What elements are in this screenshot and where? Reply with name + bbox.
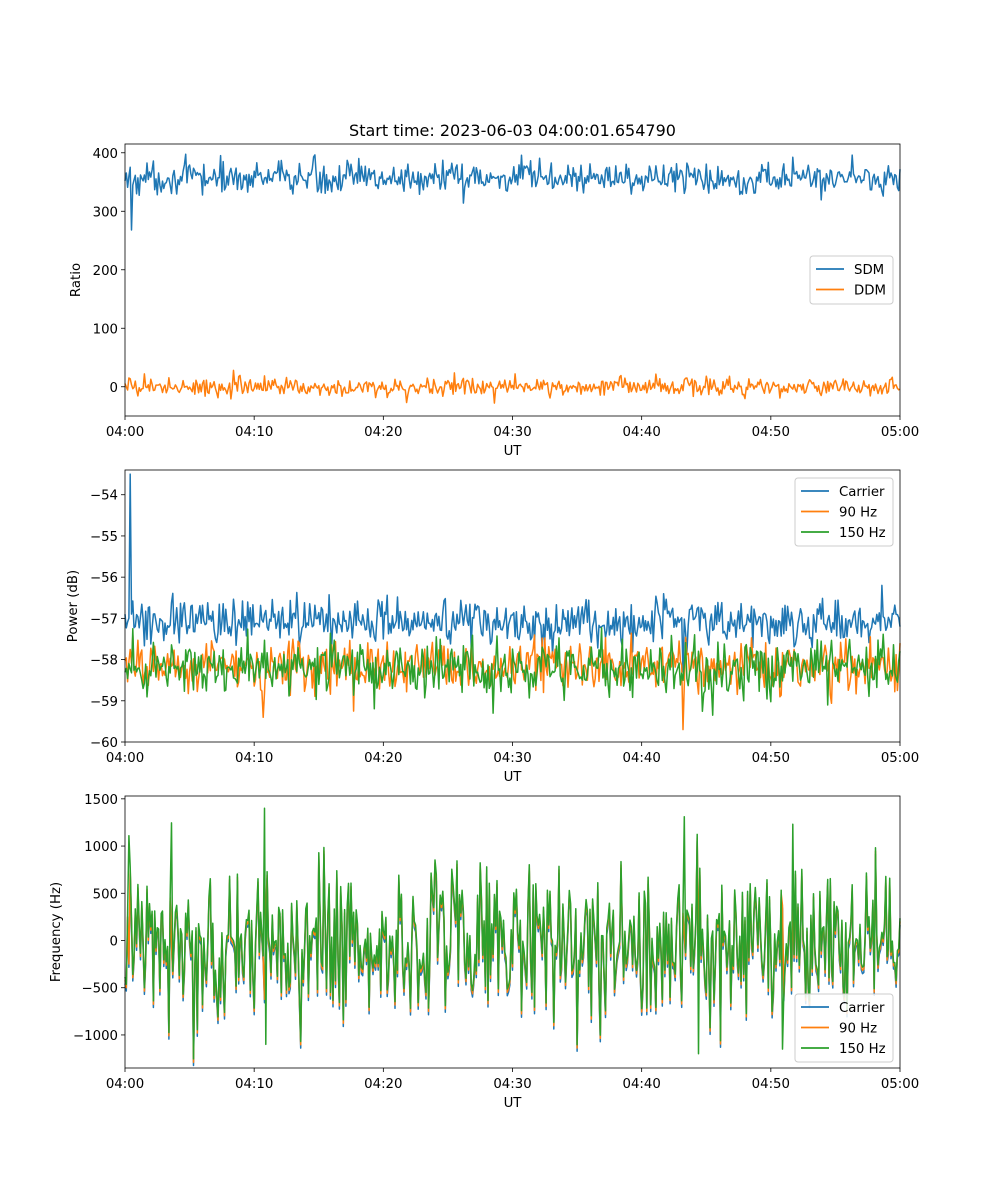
legend-box [794,477,894,547]
x-tick-label: 05:00 [881,1077,919,1092]
series-line-150-hz [124,627,901,716]
x-tick-label: 05:00 [881,425,919,440]
x-tick-label: 04:40 [623,425,661,440]
y-axis-label: Frequency (Hz) [49,882,64,982]
y-axis-label: Power (dB) [66,570,81,642]
y-tick-label: 1000 [84,840,118,855]
x-tick-label: 04:30 [493,751,531,766]
x-tick-label: 04:30 [493,425,531,440]
legend: Carrier 90 Hz 150 Hz [794,477,894,547]
y-tick-label: 200 [93,264,118,279]
y-tick-label: −55 [90,530,118,545]
y-tick-label: −1000 [73,1029,118,1044]
legend-entry: DDM [854,284,886,299]
x-tick-label: 04:00 [106,425,144,440]
legend-box [794,993,894,1063]
axes-frame [124,469,901,743]
y-tick-label: 0 [110,935,118,950]
x-tick-label: 04:30 [493,1077,531,1092]
chart-panel-2: 04:00 04:10 04:20 04:30 04:40 04:50 05:00 −60 −5… [66,469,919,785]
y-tick-label: 100 [93,322,118,337]
y-tick-label: 400 [93,147,118,162]
x-tick-label: 04:10 [235,751,273,766]
x-tick-label: 04:10 [235,1077,273,1092]
x-axis-label: UT [504,1096,523,1111]
x-tick-label: 04:00 [106,1077,144,1092]
y-tick-label: 500 [93,887,118,902]
y-tick-label: 1500 [84,793,118,808]
x-tick-label: 04:20 [364,751,402,766]
legend-entry: 150 Hz [839,526,886,541]
legend-box [809,255,894,305]
x-tick-label: 04:50 [752,751,790,766]
x-tick-label: 05:00 [881,751,919,766]
y-tick-label: −59 [90,695,118,710]
series-line-carrier [124,473,901,673]
y-tick-label: 0 [110,381,118,396]
legend: SDM DDM [809,255,894,305]
chart-panel-3: 04:00 04:10 04:20 04:30 04:40 04:50 05:00 −1000… [49,793,919,1111]
legend: Carrier 90 Hz 150 Hz [794,993,894,1063]
y-tick-label: −500 [81,982,118,997]
y-tick-label: −58 [90,654,118,669]
legend-entry: 150 Hz [839,1042,886,1057]
legend-entry: SDM [854,263,884,278]
legend-entry: Carrier [839,485,885,500]
series-line-ddm [124,369,901,404]
x-axis-label: UT [504,770,523,785]
series-line-150-hz [124,807,901,1060]
y-axis-label: Ratio [69,263,84,297]
y-tick-label: −57 [90,612,118,627]
series-line-sdm [124,153,901,231]
legend-entry: 90 Hz [839,506,877,521]
x-tick-label: 04:20 [364,1077,402,1092]
legend-entry: 90 Hz [839,1022,877,1037]
x-tick-label: 04:50 [752,425,790,440]
x-tick-label: 04:50 [752,1077,790,1092]
x-axis-label: UT [504,444,523,459]
x-tick-label: 04:10 [235,425,273,440]
chart-title: Start time: 2023-06-03 04:00:01.654790 [349,121,676,140]
y-tick-label: −56 [90,571,118,586]
y-tick-label: 300 [93,205,118,220]
legend-entry: Carrier [839,1001,885,1016]
x-tick-label: 04:20 [364,425,402,440]
x-tick-label: 04:00 [106,751,144,766]
y-tick-label: −60 [90,736,118,751]
y-tick-label: −54 [90,489,118,504]
chart-panel-1: 04:00 04:10 04:20 04:30 04:40 04:50 05:00 0 100 2… [69,121,919,459]
x-tick-label: 04:40 [623,1077,661,1092]
x-tick-label: 04:40 [623,751,661,766]
